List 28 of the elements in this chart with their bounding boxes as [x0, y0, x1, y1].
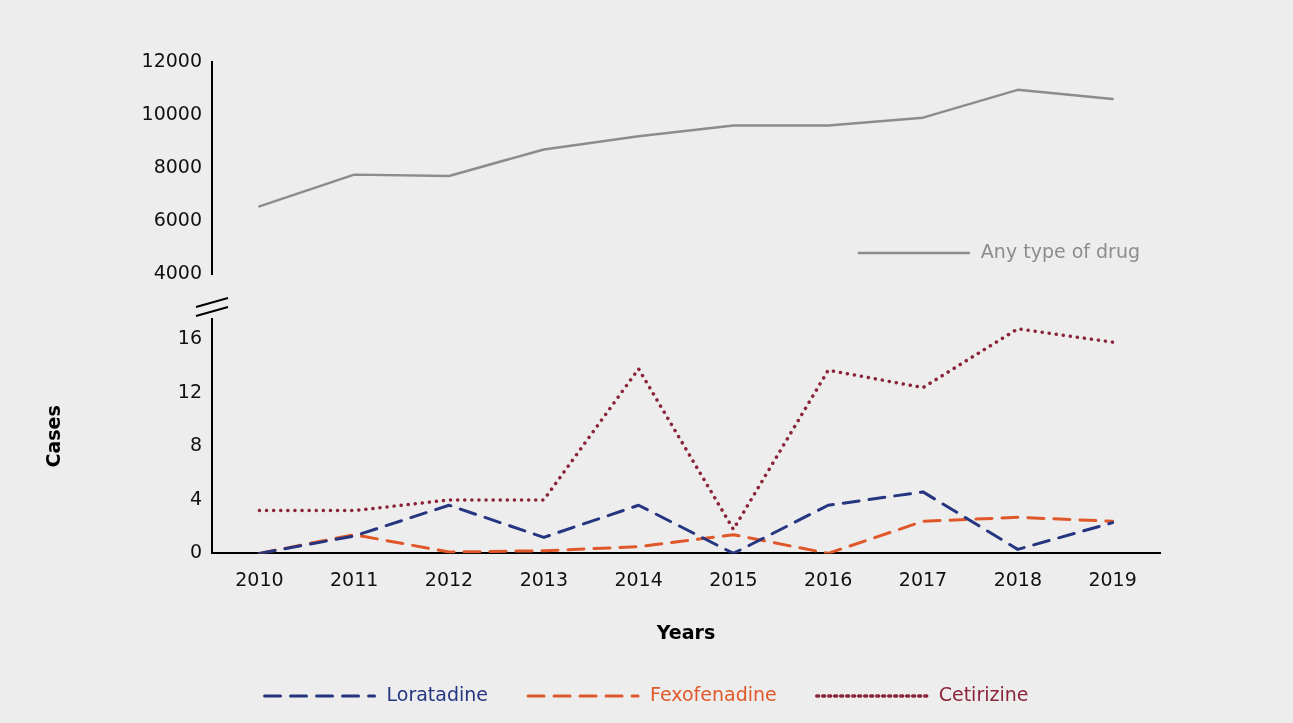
- x-tick-label: 2010: [235, 567, 284, 590]
- line-series: [257, 490, 1115, 554]
- text: Fexofenadine: [650, 682, 777, 705]
- text: Loratadine: [386, 682, 489, 705]
- y-tick-label: 0: [189, 540, 202, 563]
- x-axis-title: Years: [655, 620, 716, 643]
- y-axis-title: Cases: [42, 405, 65, 468]
- x-tick-label: 2019: [1088, 567, 1137, 590]
- y-tick-label: 8: [189, 433, 202, 456]
- x-tick-label: 2014: [614, 567, 663, 590]
- text: Cetirizine: [938, 682, 1029, 705]
- y-tick-label: 10000: [141, 101, 202, 124]
- y-tick-label: 4: [189, 486, 202, 509]
- line-series: [257, 327, 1115, 532]
- y-tick-label: 12000: [141, 48, 202, 71]
- text: Any type of drug: [980, 239, 1141, 262]
- y-tick-label: 4000: [153, 260, 202, 283]
- y-tick-label: 8000: [153, 154, 202, 177]
- x-tick-label: 2011: [330, 567, 379, 590]
- y-tick-label: 16: [177, 326, 202, 349]
- y-tick-label: 6000: [153, 207, 202, 230]
- x-tick-label: 2015: [709, 567, 758, 590]
- x-tick-label: 2017: [898, 567, 948, 590]
- x-tick-label: 2013: [519, 567, 568, 590]
- x-tick-label: 2018: [993, 567, 1042, 590]
- x-tick-label: 2016: [804, 567, 853, 590]
- y-tick-label: 12: [177, 379, 202, 402]
- x-tick-label: 2012: [424, 567, 474, 590]
